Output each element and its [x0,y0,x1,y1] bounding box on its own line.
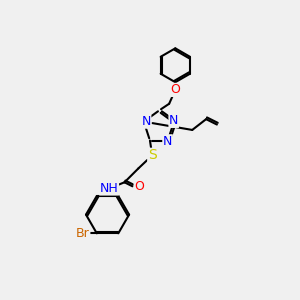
Text: O: O [134,180,144,193]
Text: NH: NH [100,182,118,195]
Text: O: O [170,83,180,96]
Text: N: N [163,135,172,148]
Text: N: N [141,115,151,128]
Text: Br: Br [76,227,90,240]
Text: S: S [148,148,157,162]
Text: N: N [169,114,178,128]
